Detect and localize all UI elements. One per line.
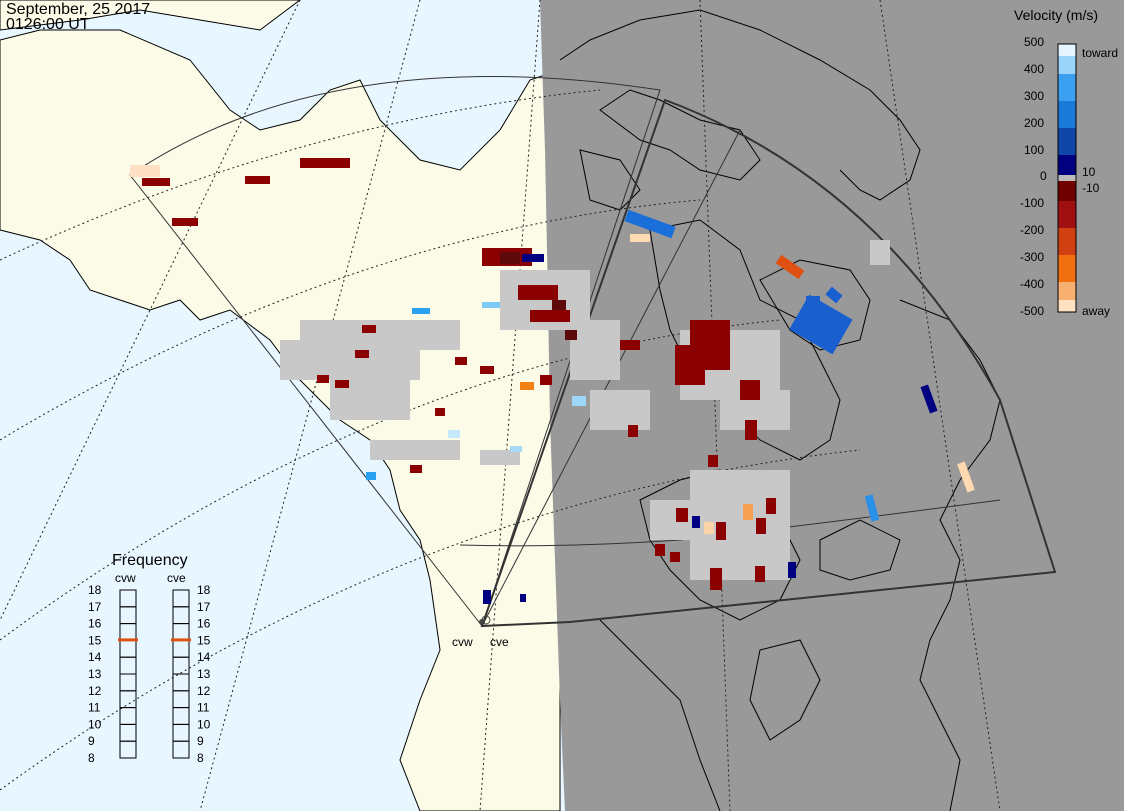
frequency-tick-cve: 11: [197, 701, 210, 715]
land-masses: [0, 0, 561, 811]
frequency-tick-cvw: 16: [88, 617, 102, 631]
velocity-toward-label: toward: [1082, 46, 1118, 60]
frequency-tick-cvw: 15: [88, 633, 102, 647]
frequency-tick-cvw: 10: [88, 717, 102, 731]
frequency-radar-label-cve: cve: [167, 571, 186, 585]
velocity-tick-300: 300: [1024, 89, 1044, 103]
velocity-tick-200: 200: [1024, 116, 1044, 130]
frequency-tick-cve: 13: [197, 667, 211, 681]
frequency-tick-cvw: 18: [88, 583, 102, 597]
velocity-tick-neg100: -100: [1020, 196, 1044, 210]
radar-sites: cvw cve: [452, 615, 509, 649]
frequency-tick-cve: 9: [197, 734, 204, 748]
coastlines: [559, 9, 1001, 811]
frequency-tick-cve: 12: [197, 684, 211, 698]
frequency-tick-cvw: 14: [88, 650, 102, 664]
frequency-tick-cvw: 11: [88, 701, 101, 715]
velocity-echoes-toward: [366, 209, 938, 604]
frequency-tick-cve: 8: [197, 751, 204, 765]
frequency-tick-cve: 15: [197, 633, 211, 647]
velocity-tick-400: 400: [1024, 62, 1044, 76]
velocity-away-label: away: [1082, 304, 1110, 318]
velocity-tick-neg400: -400: [1020, 277, 1044, 291]
velocity-scale-title: Velocity (m/s): [1014, 7, 1098, 23]
velocity-tick-neg300: -300: [1020, 250, 1044, 264]
time-label: 0126:00 UT: [6, 16, 90, 33]
velocity-tick-neg500: -500: [1020, 304, 1044, 318]
radar-label-cve: cve: [490, 635, 509, 649]
velocity-tick-10: 10: [1082, 165, 1096, 179]
frequency-tick-cve: 18: [197, 583, 211, 597]
frequency-tick-cvw: 9: [88, 734, 95, 748]
frequency-tick-cve: 10: [197, 717, 211, 731]
frequency-tick-cve: 16: [197, 617, 211, 631]
frequency-tick-cvw: 17: [88, 600, 102, 614]
velocity-tick-neg10: -10: [1082, 181, 1100, 195]
lat-lon-grid: [0, 0, 1001, 811]
frequency-tick-cvw: 13: [88, 667, 102, 681]
frequency-tick-cve: 14: [197, 650, 211, 664]
frequency-ticks: 18 17 16 15 14 13 12 11 10 9 8 18 17 16 15 14 13 12 11 10 9 8: [88, 583, 211, 765]
velocity-tick-neg200: -200: [1020, 223, 1044, 237]
frequency-marker-cvw: [118, 638, 138, 642]
night-side-shading: [540, 0, 1124, 811]
velocity-tick-100: 100: [1024, 143, 1044, 157]
frequency-tick-cve: 17: [197, 600, 211, 614]
frequency-radar-label-cvw: cvw: [115, 571, 136, 585]
velocity-colorbar: Velocity (m/s) 500 400 300 200 100 10 0 …: [1014, 7, 1118, 318]
frequency-tick-cvw: 8: [88, 751, 95, 765]
velocity-echoes-fast-away: [130, 165, 975, 534]
frequency-box-cve: [172, 740, 190, 759]
velocity-echoes-slow: [500, 252, 577, 340]
radar-label-cvw: cvw: [452, 635, 473, 649]
velocity-tick-500: 500: [1024, 35, 1044, 49]
frequency-bars: [118, 589, 191, 759]
velocity-tick-0: 0: [1040, 169, 1047, 183]
frequency-title: Frequency: [112, 552, 188, 569]
frequency-box-cvw: [119, 740, 137, 759]
frequency-panel: Frequency cvw cve 1817161514131211109818…: [88, 552, 211, 765]
date-label: September, 25 2017: [6, 1, 151, 18]
frequency-tick-cvw: 12: [88, 684, 102, 698]
frequency-marker-cve: [171, 638, 191, 642]
